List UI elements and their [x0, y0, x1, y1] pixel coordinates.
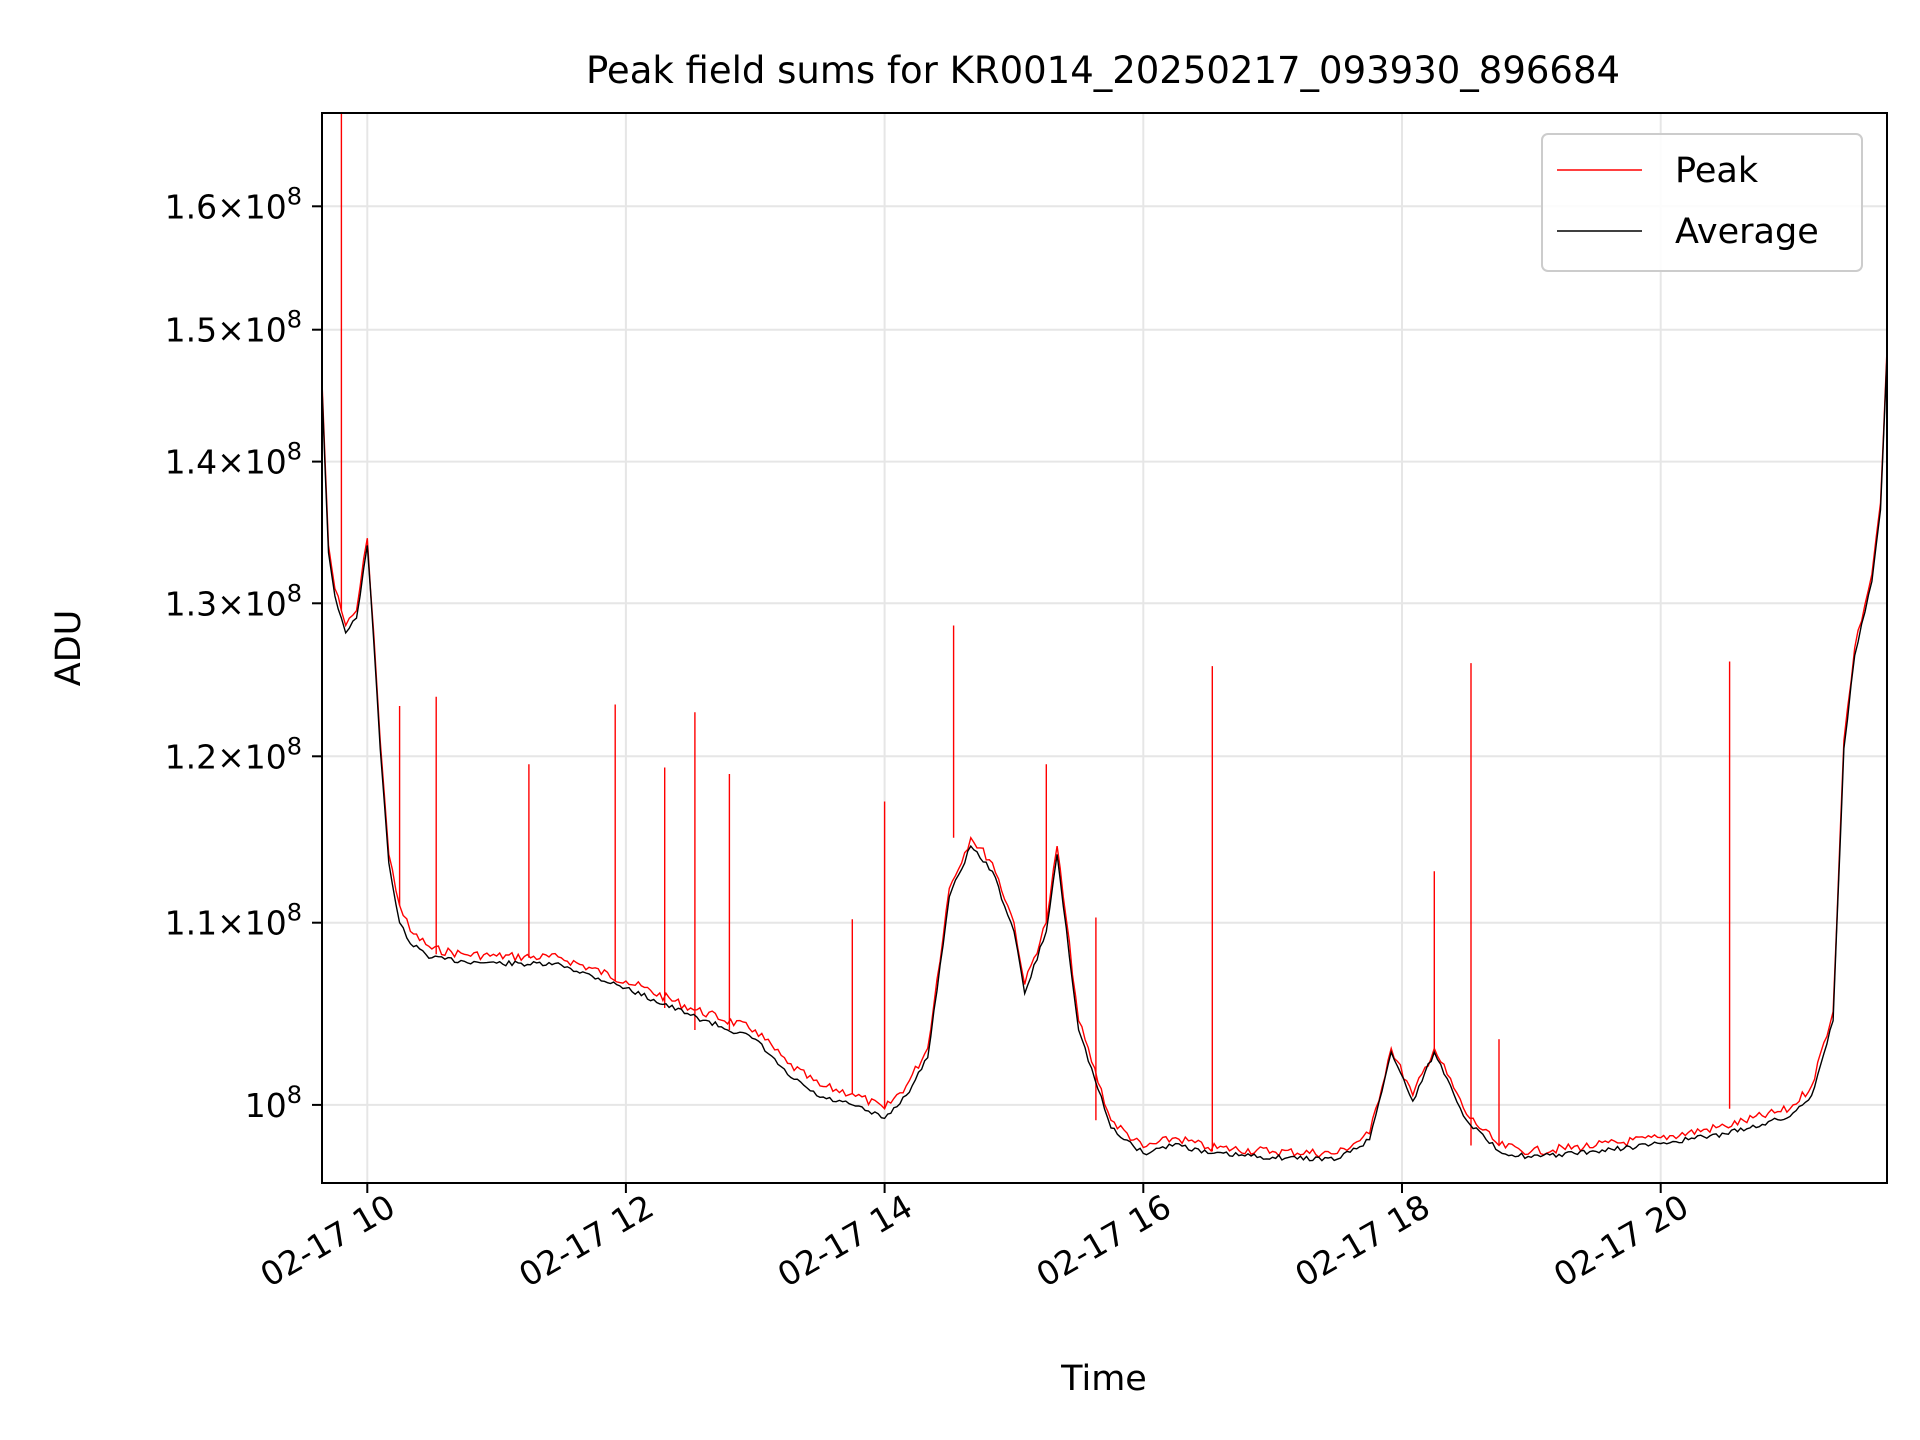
y-axis-label: ADU — [49, 610, 89, 687]
y-tick-label: 1.1×108 — [165, 899, 302, 943]
y-tick-label: 1.3×108 — [165, 579, 302, 623]
legend: Peak Average — [1541, 133, 1863, 272]
x-tick-label: 02-17 14 — [771, 1187, 919, 1295]
x-tick-label: 02-17 18 — [1288, 1187, 1436, 1295]
x-tick-label: 02-17 10 — [254, 1187, 402, 1295]
series-line-average — [322, 355, 1887, 1162]
legend-average-label: Average — [1675, 212, 1819, 252]
y-tick-label: 1.2×108 — [165, 732, 302, 776]
x-ticks: 02-17 10 02-17 12 02-17 14 02-17 16 02-17 18… — [254, 1183, 1695, 1295]
plot-lines — [322, 113, 1887, 1162]
y-tick-label: 1.4×108 — [165, 438, 302, 482]
chart-title: Peak field sums for KR0014_20250217_0939… — [586, 49, 1620, 92]
y-tick-label: 108 — [245, 1081, 302, 1125]
x-tick-label: 02-17 12 — [512, 1187, 660, 1295]
x-axis-label: Time — [1060, 1359, 1147, 1399]
y-tick-label: 1.6×108 — [165, 182, 302, 226]
x-tick-label: 02-17 16 — [1030, 1187, 1178, 1295]
y-ticks: 108 1.1×108 1.2×108 1.3×108 1.4×108 1.5×108 1.… — [165, 182, 322, 1125]
grid — [322, 113, 1887, 1183]
y-tick-label: 1.5×108 — [165, 306, 302, 350]
series-line-peak — [322, 348, 1887, 1158]
x-tick-label: 02-17 20 — [1547, 1187, 1695, 1295]
legend-box — [1541, 133, 1863, 272]
legend-peak-label: Peak — [1675, 151, 1759, 191]
plot-frame — [321, 112, 1888, 1184]
